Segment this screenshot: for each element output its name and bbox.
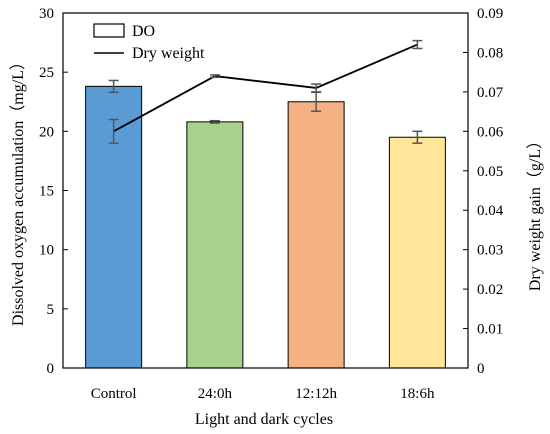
y-right-tick-label: 0.04 [477,203,504,219]
legend-label-dry-weight: Dry weight [132,45,205,62]
y-left-tick-label: 0 [47,361,55,377]
x-tick-label: 18:6h [400,386,435,402]
legend-swatch-do [93,23,125,38]
y-left-tick-label: 10 [39,243,54,259]
x-tick-label: 12:12h [295,386,337,402]
y-axis-title-right: Dry weight gain（g/L） [526,133,544,291]
y-left-tick-label: 5 [47,302,55,318]
y-right-tick-label: 0.08 [477,45,503,61]
legend: DO Dry weight [93,23,205,62]
y-right-tick-label: 0 [477,361,485,377]
y-left-tick-label: 25 [39,65,54,81]
bar-18-6h [388,136,446,369]
y-right-tick-label: 0.05 [477,164,503,180]
y-left-tick-label: 30 [39,6,54,22]
y-right-tick-label: 0.07 [477,85,504,101]
bar-series-do [85,79,446,369]
y-left-tick-label: 20 [39,124,54,140]
legend-label-do: DO [132,23,155,40]
axes: 0 5 10 15 20 25 30 0 0.01 0.02 0.03 0.04 0.05 0.06 0.0… [39,6,504,402]
y-right-tick-label: 0.03 [477,243,503,259]
x-axis-title: Light and dark cycles [195,411,333,428]
line-path [113,43,418,133]
y-right-tick-label: 0.06 [477,124,504,140]
y-axis-title-left: Dissolved oxygen accumulation（mg/L） [9,54,27,326]
y-left-tick-label: 15 [39,184,54,200]
y-right-tick-label: 0.09 [477,6,503,22]
x-tick-label: 24:0h [198,386,233,402]
y-right-tick-label: 0.01 [477,322,503,338]
x-tick-label: Control [91,386,137,402]
y-right-tick-label: 0.02 [477,282,503,298]
bar-24-0h [186,121,244,369]
bar-12-12h [287,101,345,369]
line-series-dry-weight [108,39,423,144]
